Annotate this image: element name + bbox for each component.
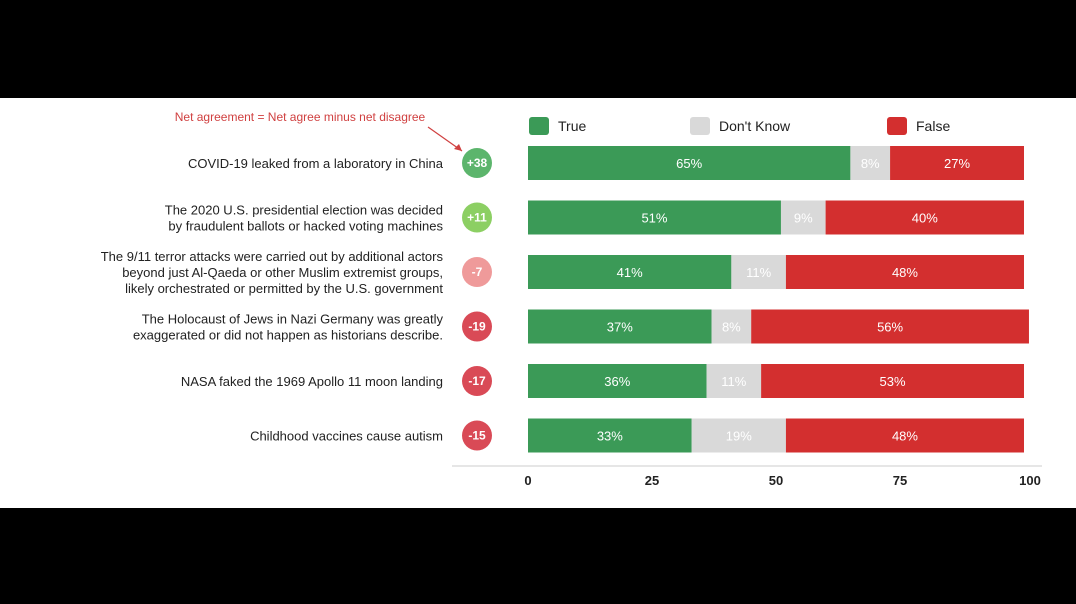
- bar-segment-true: [528, 146, 851, 180]
- bar-segment-true: [528, 418, 692, 453]
- bar-segment-don-t-know: [711, 309, 752, 344]
- data-label-false: 27%: [944, 156, 970, 171]
- net-agreement-value: +38: [467, 156, 488, 170]
- data-label-true: 65%: [676, 156, 702, 171]
- x-tick-label: 75: [893, 473, 907, 488]
- net-agreement-circle: [462, 311, 492, 342]
- note-arrow-head: [454, 144, 462, 151]
- data-label-false: 56%: [877, 320, 903, 335]
- category-label: Childhood vaccines cause autism: [250, 429, 443, 444]
- net-agreement-circle: [462, 148, 492, 178]
- net-agreement-circle: [462, 257, 492, 287]
- data-label-don-t-know: 19%: [726, 429, 752, 444]
- data-label-don-t-know: 11%: [746, 265, 771, 280]
- bar-segment-don-t-know: [731, 255, 786, 289]
- legend-label-true: True: [558, 118, 586, 134]
- bar-segment-false: [785, 418, 1024, 453]
- data-label-true: 37%: [607, 320, 633, 335]
- data-label-true: 41%: [617, 265, 643, 280]
- category-label: The 2020 U.S. presidential election was …: [165, 203, 444, 234]
- data-label-false: 48%: [892, 429, 918, 444]
- net-agreement-value: -7: [472, 265, 483, 279]
- bar-segment-don-t-know: [850, 146, 891, 180]
- data-label-don-t-know: 11%: [721, 374, 746, 389]
- bar-segment-don-t-know: [706, 364, 762, 398]
- bar-segment-don-t-know: [780, 200, 826, 235]
- bar-segment-don-t-know: [691, 418, 786, 453]
- legend-swatch-don-t-know: [690, 117, 710, 135]
- legend-label-don-t-know: Don't Know: [719, 118, 791, 134]
- data-label-false: 48%: [892, 265, 918, 280]
- data-label-true: 51%: [641, 211, 667, 226]
- net-agreement-circle: [462, 420, 492, 451]
- data-label-don-t-know: 9%: [794, 211, 813, 226]
- net-agreement-note: Net agreement = Net agree minus net disa…: [175, 110, 426, 124]
- chart-panel: Net agreement = Net agree minus net disa…: [0, 98, 1076, 508]
- bar-segment-false: [890, 146, 1024, 180]
- bar-segment-true: [528, 255, 732, 289]
- x-tick-label: 100: [1019, 473, 1041, 488]
- data-label-true: 36%: [604, 374, 630, 389]
- stacked-bar-chart: Net agreement = Net agree minus net disa…: [101, 110, 1042, 488]
- data-label-don-t-know: 8%: [722, 320, 741, 335]
- bar-segment-true: [528, 200, 781, 235]
- net-agreement-value: +11: [467, 211, 487, 225]
- data-label-false: 53%: [880, 374, 906, 389]
- bar-segment-true: [528, 309, 712, 344]
- category-label: The Holocaust of Jews in Nazi Germany wa…: [133, 312, 444, 343]
- bar-segment-true: [528, 364, 707, 398]
- bar-segment-false: [751, 309, 1029, 344]
- net-agreement-value: -15: [468, 429, 486, 443]
- legend-swatch-true: [529, 117, 549, 135]
- data-label-false: 40%: [912, 211, 938, 226]
- bar-segment-false: [825, 200, 1024, 235]
- legend-label-false: False: [916, 118, 950, 134]
- net-agreement-value: -19: [468, 320, 486, 334]
- data-label-don-t-know: 8%: [861, 156, 880, 171]
- net-agreement-circle: [462, 366, 492, 396]
- net-agreement-value: -17: [468, 374, 486, 388]
- x-tick-label: 25: [645, 473, 659, 488]
- category-label: The 9/11 terror attacks were carried out…: [101, 249, 444, 296]
- bar-segment-false: [761, 364, 1024, 398]
- legend-swatch-false: [887, 117, 907, 135]
- category-label: NASA faked the 1969 Apollo 11 moon landi…: [181, 374, 443, 389]
- bar-segment-false: [785, 255, 1024, 289]
- category-label: COVID-19 leaked from a laboratory in Chi…: [188, 156, 444, 171]
- net-agreement-circle: [462, 202, 492, 233]
- x-tick-label: 50: [769, 473, 783, 488]
- x-tick-label: 0: [524, 473, 531, 488]
- data-label-true: 33%: [597, 429, 623, 444]
